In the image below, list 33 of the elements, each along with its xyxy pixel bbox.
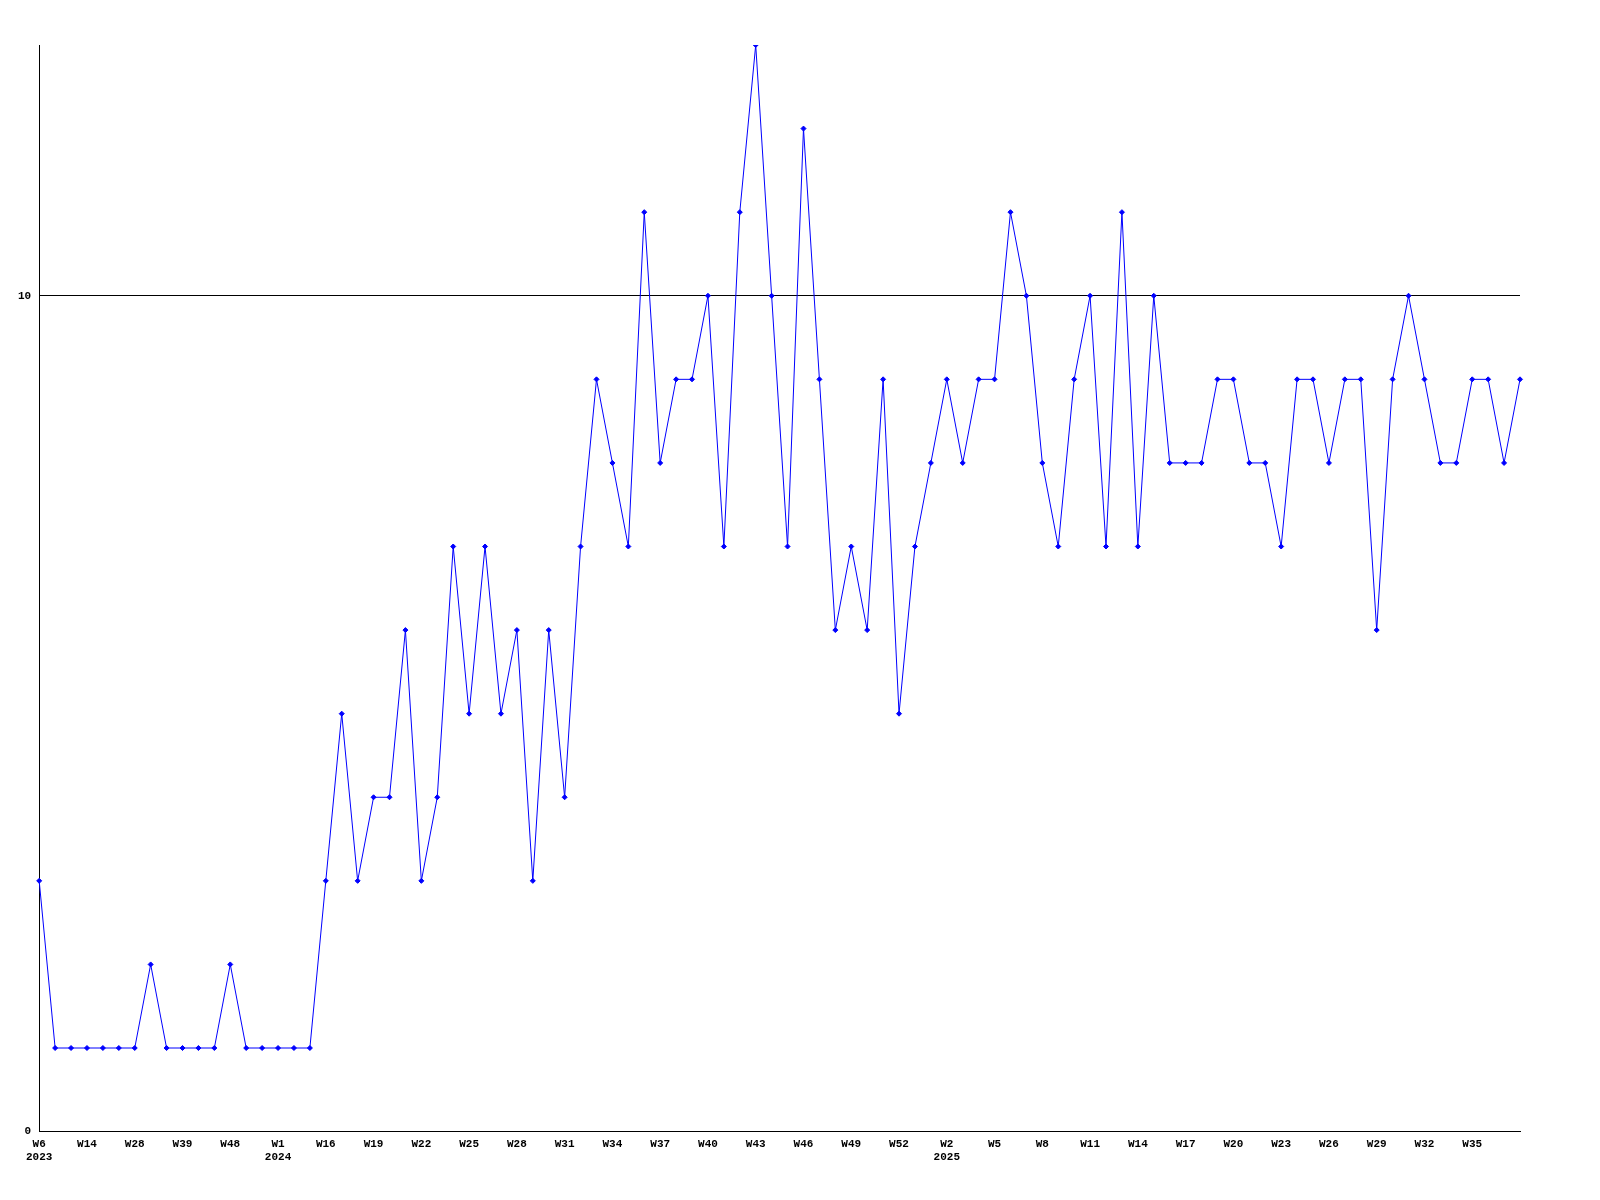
- x-tick-label: W35: [1462, 1137, 1483, 1150]
- x-tick-label: W49: [841, 1137, 862, 1150]
- x-tick-label: W32: [1414, 1137, 1435, 1150]
- x-tick-label: W8: [1035, 1137, 1050, 1150]
- x-tick-label: W29: [1366, 1137, 1387, 1150]
- x-tick-label: W52: [889, 1137, 909, 1150]
- x-tick-label: W20: [1223, 1137, 1244, 1150]
- x-tick-label: W17: [1175, 1137, 1196, 1150]
- x-tick-label: W26: [1319, 1137, 1339, 1150]
- x-tick-label: W23: [1271, 1137, 1292, 1150]
- x-tick-label: W2 2025: [933, 1137, 961, 1164]
- x-tick-label: W11: [1080, 1137, 1101, 1150]
- x-tick-label: W43: [745, 1137, 767, 1150]
- x-tick-label: W28: [124, 1137, 146, 1150]
- x-tick-label: W16: [315, 1137, 336, 1150]
- x-tick-label: W14: [77, 1137, 98, 1150]
- x-tick-label: W37: [650, 1137, 671, 1150]
- x-tick-label: W34: [602, 1137, 623, 1150]
- y-tick-label: 0: [24, 1125, 32, 1138]
- x-tick-label: W6 2023: [26, 1137, 53, 1164]
- x-tick-label: W19: [363, 1137, 384, 1150]
- x-tick-label: W31: [554, 1137, 575, 1150]
- y-tick-label: 10: [18, 289, 32, 302]
- x-tick-label: W14: [1127, 1137, 1149, 1150]
- x-tick-label: W25: [459, 1137, 480, 1150]
- x-tick-label: W46: [793, 1137, 814, 1150]
- x-tick-label: W22: [411, 1137, 432, 1150]
- x-tick-label: W39: [172, 1137, 193, 1150]
- x-tick-label: W40: [698, 1137, 718, 1150]
- x-tick-label: W48: [220, 1137, 241, 1150]
- x-tick-label: W28: [506, 1137, 528, 1150]
- x-tick-label: W5: [987, 1137, 1002, 1150]
- x-tick-label: W1 2024: [264, 1137, 292, 1164]
